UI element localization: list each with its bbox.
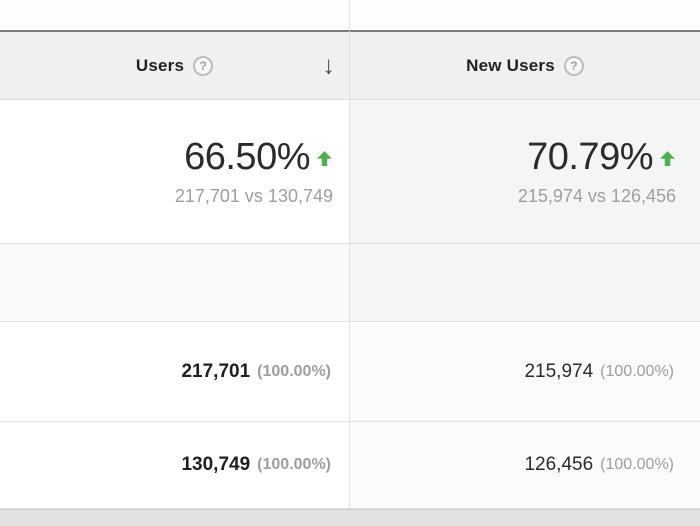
up-arrow-icon xyxy=(660,151,675,166)
new-users-row-2-value: 126,456 xyxy=(524,454,594,475)
column-header-users[interactable]: Users ? ↓ xyxy=(0,30,350,100)
users-row-1-value: 217,701 xyxy=(181,360,251,382)
users-row-2-value: 130,749 xyxy=(181,454,251,475)
users-row-1-share: (100.00%) xyxy=(257,362,331,380)
table-row-1-users-cell: 217,701 (100.00%) xyxy=(0,322,350,422)
new-users-row-1-value: 215,974 xyxy=(524,360,594,382)
new-users-column-label: New Users xyxy=(466,55,555,75)
table-row-2-new-users-cell: 126,456 (100.00%) xyxy=(350,422,700,509)
top-strip-right xyxy=(350,0,700,30)
table-row-1-new-users-cell: 215,974 (100.00%) xyxy=(350,322,700,422)
users-summary-cell: 66.50% 217,701 vs 130,749 xyxy=(0,100,350,244)
table-row-2-users-cell: 130,749 (100.00%) xyxy=(0,422,350,509)
new-users-row-1-share: (100.00%) xyxy=(600,362,674,380)
users-row-2-share: (100.00%) xyxy=(257,456,331,473)
bottom-band xyxy=(0,509,700,526)
users-summary-percent-line: 66.50% xyxy=(184,136,333,179)
empty-row-users-cell xyxy=(0,244,350,322)
new-users-summary-percent-line: 70.79% xyxy=(527,136,676,179)
up-arrow-icon xyxy=(317,151,332,166)
users-column-label: Users xyxy=(135,55,185,75)
new-users-summary-cell: 70.79% 215,974 vs 126,456 xyxy=(350,100,700,244)
top-strip-left xyxy=(0,0,350,30)
sort-descending-icon[interactable]: ↓ xyxy=(322,51,336,79)
users-comparison-text: 217,701 vs 130,749 xyxy=(174,186,333,206)
new-users-comparison-text: 215,974 vs 126,456 xyxy=(517,186,676,206)
new-users-row-2-share: (100.00%) xyxy=(600,456,674,473)
empty-row-new-users-cell xyxy=(350,244,700,322)
users-percent-value: 66.50% xyxy=(184,136,310,178)
column-header-new-users[interactable]: New Users ? xyxy=(350,30,700,100)
new-users-percent-value: 70.79% xyxy=(527,136,653,178)
help-icon[interactable]: ? xyxy=(193,55,214,76)
help-icon[interactable]: ? xyxy=(563,55,584,76)
